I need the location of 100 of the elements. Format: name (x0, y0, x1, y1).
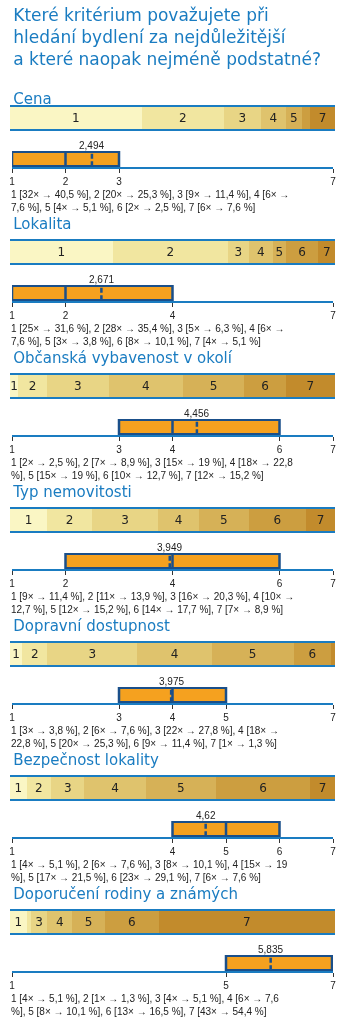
x-tick-label: 1 (9, 309, 16, 321)
bar (145, 777, 216, 799)
series-label: 1 (10, 379, 18, 393)
chart-title: Bezpečnost lokality (13, 750, 159, 769)
text: 1 [4× → 5,1 %], 2 [6× → 7,6 %], 3 [8× → 10,1 %], 4 [15× → 19 %], 5 [17× → 21,5 %], 6 [23× → 29,1 %], 7 [6× → 7,6 %] (11, 859, 288, 883)
x-tick-label: 1 (9, 443, 16, 455)
text: 1 [9× → 11,4 %], 2 [11× → 13,9 %], 3 [16× → 20,3 %], 4 [10× → 12,7 %], 5 [12× → 15,2 %], 6 [14× → 17,7 %], 7 [7× → 8,9 %] (11, 591, 295, 615)
bar (10, 241, 113, 263)
x-tick-label: 7 (330, 175, 337, 187)
text: 3,975 (159, 676, 185, 687)
x-tick-label: 2 (62, 577, 69, 589)
series-label: 2 (65, 513, 74, 527)
chart-title: Doporučení rodiny a známých (13, 884, 238, 903)
chart-title: Dopravní dostupnost (13, 616, 171, 635)
series-label: 5 (209, 379, 218, 393)
x-tick-label: 1 (9, 175, 16, 187)
chart-title: Které kritérium považujete při hledání bydlení za nejdůležitější a které naopak nejméně podstatné? (13, 5, 322, 70)
series-label: 2 (30, 647, 39, 661)
bar (273, 241, 286, 263)
x-tick-label: 2 (62, 309, 69, 321)
x-tick-label: 1 (9, 711, 16, 723)
bar (47, 375, 109, 397)
x-tick-label: 7 (330, 979, 337, 991)
bar (10, 911, 27, 933)
bar (223, 107, 261, 129)
series-label: 2 (178, 111, 187, 125)
series-label: 2 (28, 379, 37, 393)
text: 1 [32× → 40,5 %], 2 [20× → 25,3 %], 3 [9× → 11,4 %], 4 [6× → 7,6 %], 5 [4× → 5,1 %], 6 [2× → 2,5 %], 7 [6× → 7,6 %] (11, 189, 290, 213)
chart-title: Občanská vybavenost v okolí (13, 348, 233, 367)
series-label: 6 (273, 513, 282, 527)
series-label: 3 (35, 915, 43, 929)
series-label: 2 (166, 245, 175, 259)
series-label: 4 (269, 111, 278, 125)
text: 1 [3× → 3,8 %], 2 [6× → 7,6 %], 3 [22× → 27,8 %], 4 [18× → 22,8 %], 5 [20× → 25,3 %], 6 [9× → 11,4 %], 7 [1× → 1,3 %] (11, 725, 279, 749)
bar (72, 911, 105, 933)
bar (157, 509, 200, 531)
series-label: 4 (174, 513, 183, 527)
series-label: 3 (121, 513, 129, 527)
series-label: 5 (275, 245, 284, 259)
x-tick-label: 5 (223, 711, 230, 723)
text: 3,949 (157, 542, 183, 553)
series-label: 5 (290, 111, 298, 125)
x-tick-label: 7 (330, 845, 337, 857)
x-tick-label: 1 (9, 577, 16, 589)
bar (285, 241, 319, 263)
series-label: 4 (111, 781, 119, 795)
x-tick-label: 4 (169, 577, 176, 589)
x-tick-label: 6 (276, 577, 283, 589)
bar (47, 643, 138, 665)
bar (104, 911, 159, 933)
bar (310, 777, 335, 799)
bar (330, 643, 335, 665)
bar (248, 509, 307, 531)
series-label: 7 (318, 111, 327, 125)
x-tick-label: 7 (330, 309, 337, 321)
x-tick-label: 4 (169, 309, 176, 321)
series-label: 3 (234, 245, 243, 259)
bar (199, 509, 249, 531)
bar (260, 107, 286, 129)
series-label: 4 (257, 245, 265, 259)
series-label: 1 (71, 111, 80, 125)
bar (182, 375, 245, 397)
bar (318, 241, 335, 263)
series-label: 3 (63, 781, 72, 795)
x-tick-label: 4 (169, 711, 176, 723)
bar (310, 107, 335, 129)
x-tick-label: 7 (330, 443, 337, 455)
series-label: 5 (84, 915, 93, 929)
bar (306, 509, 335, 531)
bar (92, 509, 158, 531)
bar (302, 107, 311, 129)
series-label: 6 (261, 379, 269, 393)
bar (22, 643, 48, 665)
bar (285, 375, 335, 397)
x-tick-label: 3 (116, 443, 123, 455)
bar (18, 375, 48, 397)
series-label: 1 (14, 915, 23, 929)
bar (211, 643, 294, 665)
bar (51, 777, 85, 799)
series-label: 7 (322, 245, 331, 259)
x-tick-label: 4 (169, 443, 176, 455)
series-label: 4 (141, 379, 150, 393)
x-tick-label: 7 (330, 711, 337, 723)
series-label: 3 (74, 379, 82, 393)
series-label: 1 (57, 245, 66, 259)
text: 1 [4× → 5,1 %], 2 [1× → 1,3 %], 3 [4× → 5,1 %], 4 [6× → 7,6 %], 5 [8× → 10,1 %], 6 [13× → 16,5 %], 7 [43× → 54,4 %] (11, 993, 280, 1017)
bar (248, 241, 274, 263)
text: 4,62 (196, 810, 216, 821)
series-label: 3 (238, 111, 247, 125)
series-label: 7 (242, 915, 251, 929)
series-label: 5 (220, 513, 228, 527)
x-tick-label: 4 (169, 845, 176, 857)
bar (47, 509, 93, 531)
text: 4,456 (184, 408, 210, 419)
chart-title: Typ nemovitosti (12, 482, 132, 501)
x-tick-label: 5 (223, 979, 230, 991)
series-label: 2 (35, 781, 43, 795)
x-tick-label: 1 (9, 845, 16, 857)
bar (137, 643, 212, 665)
series-label: 7 (318, 781, 327, 795)
